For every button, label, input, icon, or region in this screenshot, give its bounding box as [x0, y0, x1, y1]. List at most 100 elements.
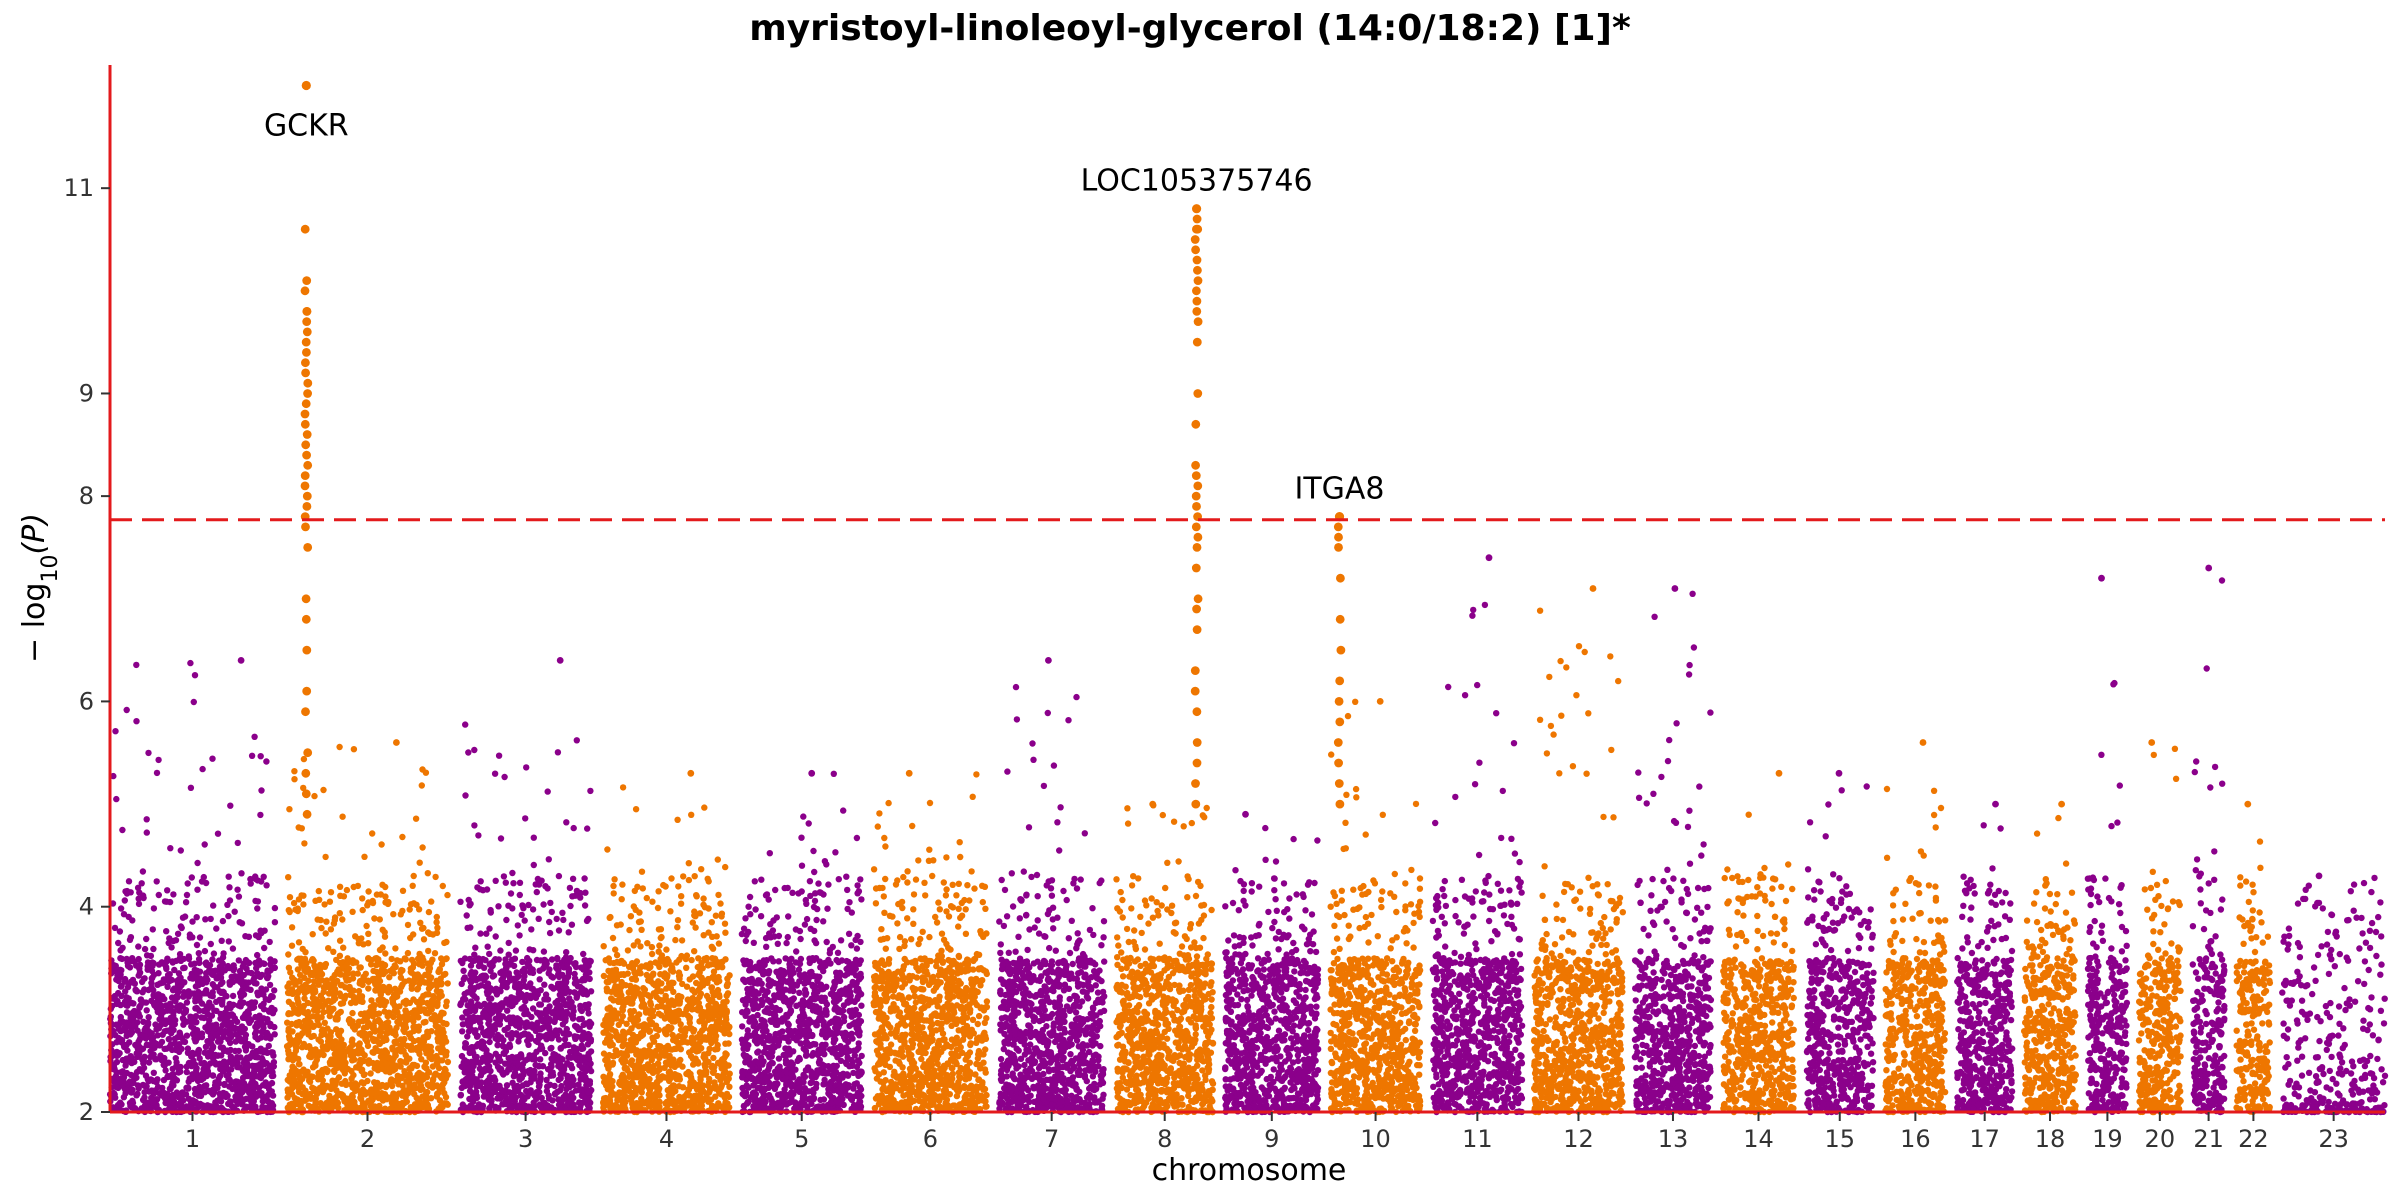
- snp-point: [184, 1049, 192, 1057]
- snp-point: [161, 1054, 168, 1062]
- snp-point: [679, 1084, 687, 1091]
- snp-point: [568, 921, 576, 928]
- snp-point: [363, 1034, 370, 1041]
- snp-point: [209, 755, 216, 762]
- snp-point: [444, 1071, 451, 1079]
- snp-point: [434, 924, 441, 931]
- snp-point: [286, 806, 293, 813]
- snp-point: [257, 753, 264, 760]
- snp-point: [117, 1099, 124, 1106]
- snp-point: [602, 1039, 609, 1046]
- snp-point: [359, 906, 366, 914]
- snp-point: [214, 830, 222, 837]
- snp-point: [133, 661, 140, 669]
- snp-point: [229, 945, 237, 952]
- snp-point: [530, 834, 537, 841]
- snp-point: [324, 982, 332, 989]
- snp-point: [403, 1098, 410, 1105]
- snp-point: [410, 931, 417, 938]
- snp-point: [565, 967, 572, 975]
- snp-point: [285, 951, 292, 958]
- snp-point: [341, 1070, 348, 1077]
- snp-point: [493, 1082, 500, 1089]
- snp-point: [542, 991, 550, 998]
- snp-point: [467, 1020, 474, 1027]
- snp-point: [305, 977, 312, 984]
- snp-point: [400, 1088, 407, 1095]
- snp-point: [292, 1043, 300, 1051]
- snp-point: [408, 969, 415, 976]
- snp-point: [457, 957, 464, 965]
- snp-point: [480, 1039, 487, 1046]
- snp-point: [226, 884, 233, 891]
- snp-point: [244, 985, 251, 992]
- snp-point: [367, 1070, 374, 1077]
- snp-point: [126, 936, 134, 943]
- snp-point: [190, 1025, 197, 1032]
- snp-point: [350, 746, 358, 753]
- snp-point: [350, 883, 357, 891]
- snp-point: [481, 1010, 489, 1018]
- snp-point: [410, 1013, 418, 1020]
- snp-point: [500, 1088, 507, 1096]
- snp-point: [177, 847, 184, 854]
- snp-point: [265, 1042, 272, 1050]
- snp-point: [254, 905, 261, 912]
- snp-point: [113, 795, 120, 803]
- snp-point: [517, 1092, 524, 1099]
- snp-point: [188, 961, 195, 968]
- snp-point: [465, 1045, 473, 1053]
- snp-point: [248, 752, 256, 759]
- snp-point: [176, 1041, 183, 1048]
- snp-point: [548, 908, 555, 916]
- snp-point: [264, 1016, 271, 1023]
- snp-point: [538, 877, 545, 884]
- snp-point: [462, 721, 469, 728]
- snp-point: [153, 769, 161, 777]
- snp-point: [332, 1053, 339, 1060]
- snp-point: [260, 873, 267, 880]
- snp-point: [202, 1043, 210, 1051]
- snp-point: [271, 1023, 278, 1031]
- snp-point: [543, 960, 550, 967]
- snp-point: [581, 875, 588, 882]
- snp-point: [422, 1072, 429, 1079]
- snp-point: [459, 1021, 467, 1028]
- snp-point: [424, 1010, 431, 1017]
- snp-point: [134, 1082, 142, 1089]
- snp-point: [163, 928, 170, 935]
- snp-point: [544, 788, 551, 795]
- snp-point: [228, 1066, 235, 1073]
- snp-point: [314, 1007, 321, 1015]
- snp-point: [535, 915, 542, 922]
- snp-point: [208, 1003, 215, 1010]
- snp-point: [139, 989, 146, 996]
- snp-point: [234, 886, 241, 893]
- snp-point: [238, 870, 245, 877]
- snp-point: [555, 967, 562, 974]
- snp-point: [292, 1009, 300, 1016]
- snp-point: [420, 1038, 428, 1046]
- snp-point: [153, 1056, 160, 1063]
- snp-point: [410, 979, 417, 986]
- snp-point: [626, 926, 633, 934]
- snp-point: [329, 1077, 336, 1084]
- snp-point: [116, 1050, 123, 1057]
- snp-point: [171, 1035, 179, 1043]
- snp-point: [239, 1089, 246, 1096]
- snp-point: [631, 887, 638, 895]
- snp-point: [671, 1102, 678, 1109]
- snp-point: [495, 752, 503, 759]
- snp-point: [700, 932, 707, 939]
- snp-point: [442, 1037, 449, 1044]
- snp-point: [253, 1028, 260, 1035]
- snp-point: [182, 899, 190, 906]
- snp-point: [580, 950, 587, 958]
- snp-point: [667, 908, 674, 915]
- snp-point: [393, 739, 400, 746]
- snp-point: [480, 1068, 487, 1075]
- snp-point: [200, 1070, 207, 1077]
- snp-point: [285, 1042, 292, 1049]
- snp-point: [393, 1038, 400, 1045]
